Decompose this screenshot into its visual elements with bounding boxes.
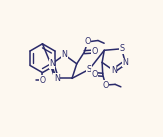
Text: S: S — [119, 44, 124, 53]
Text: O: O — [91, 47, 98, 56]
Text: O: O — [85, 37, 91, 46]
Text: N: N — [49, 59, 55, 68]
Text: N: N — [61, 50, 67, 59]
Text: S: S — [87, 65, 92, 74]
Text: N: N — [54, 74, 60, 83]
Text: N: N — [111, 66, 117, 75]
Text: N: N — [122, 58, 128, 67]
Text: O: O — [39, 75, 45, 85]
Text: O: O — [91, 70, 98, 79]
Text: O: O — [102, 81, 109, 90]
